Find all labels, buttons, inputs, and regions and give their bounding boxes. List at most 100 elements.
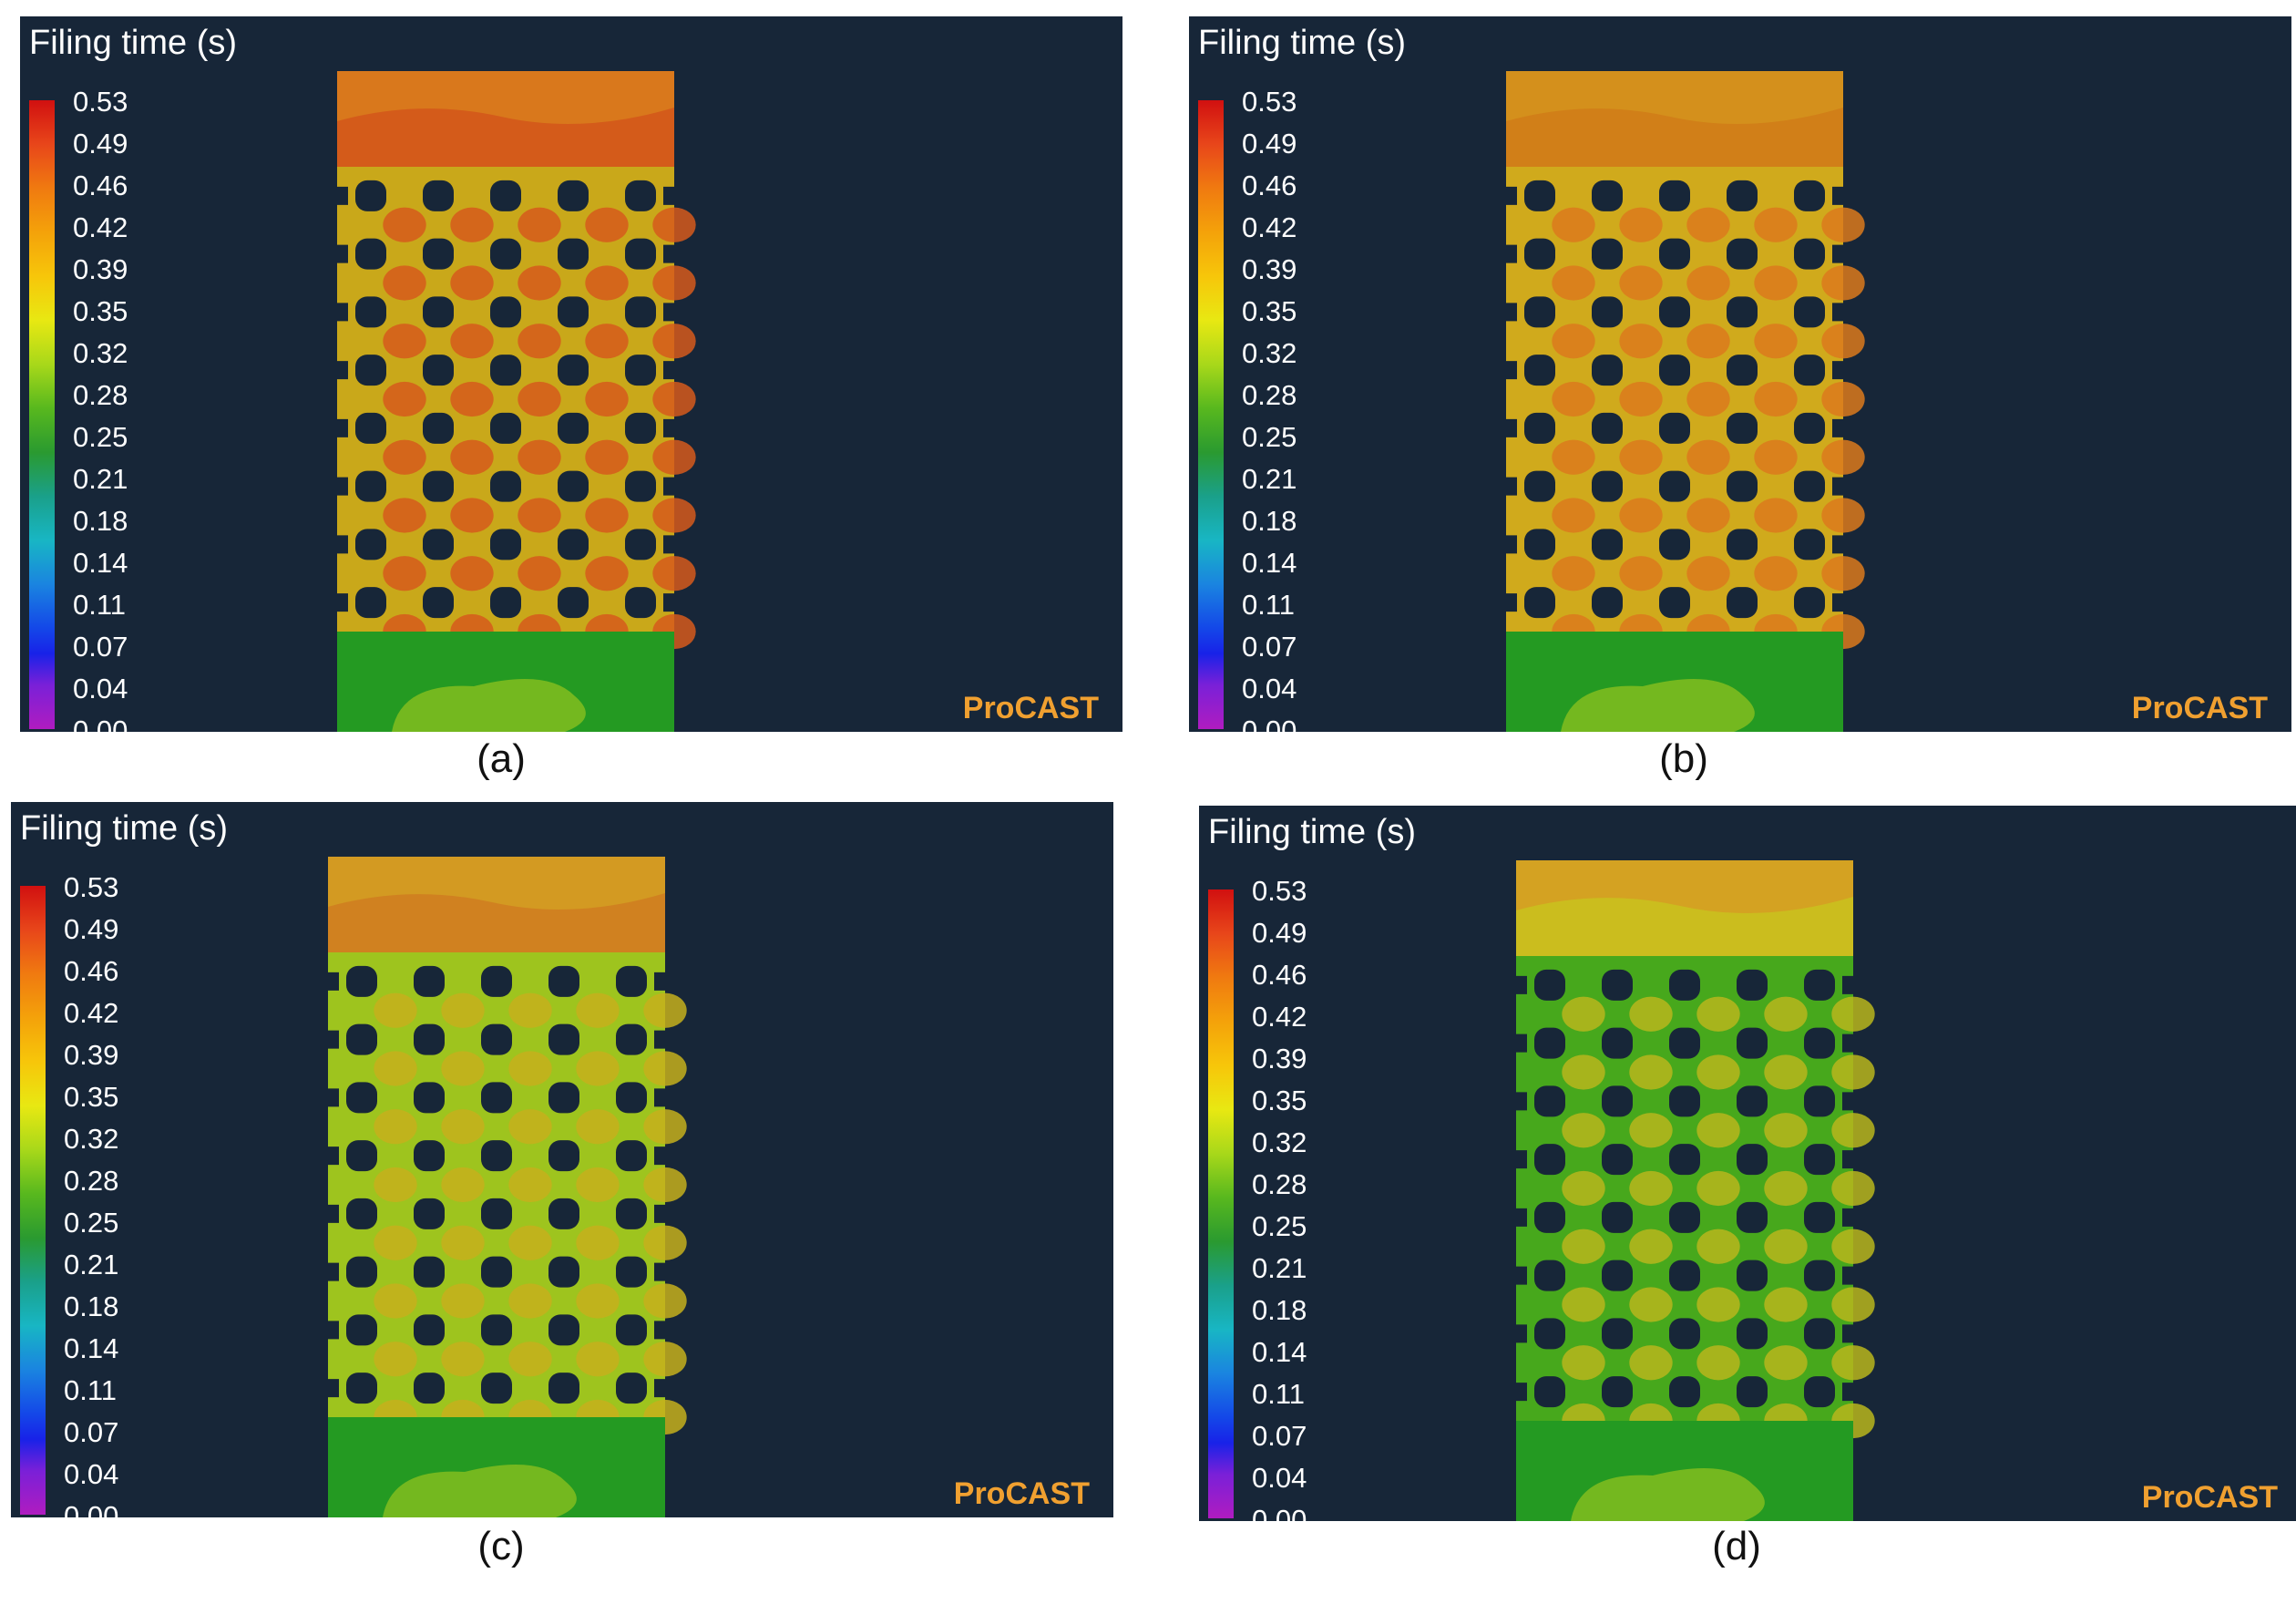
- lattice-hole: [1659, 470, 1690, 502]
- lattice-hole: [481, 1082, 512, 1114]
- lattice-node: [1831, 1054, 1875, 1090]
- legend-tick-label: 0.28: [1252, 1168, 1307, 1200]
- lattice-node: [1686, 498, 1730, 533]
- legend-tick-label: 0.07: [73, 631, 128, 663]
- lattice-hole: [1727, 296, 1758, 328]
- legend-tick-label: 0.18: [1242, 505, 1297, 537]
- lattice-hole: [481, 1256, 512, 1288]
- lattice-hole: [1534, 1260, 1565, 1291]
- legend-tick-label: 0.53: [73, 86, 128, 118]
- lattice-node: [450, 381, 494, 417]
- lattice-hole: [346, 1023, 377, 1055]
- lattice-hole: [1804, 1085, 1835, 1117]
- lattice-node: [1831, 1113, 1875, 1148]
- legend-tick-label: 0.39: [1242, 253, 1297, 285]
- lattice-node: [518, 498, 561, 533]
- color-scale-bar: [20, 886, 46, 1515]
- lattice-node: [508, 1167, 552, 1203]
- lattice-hole: [1794, 238, 1825, 270]
- lattice-node: [1619, 556, 1663, 591]
- lattice-hole: [1727, 412, 1758, 444]
- lattice-node: [1754, 381, 1798, 417]
- legend-tick-label: 0.53: [64, 871, 119, 903]
- lattice-node: [441, 1167, 485, 1203]
- lattice-node: [576, 1225, 620, 1260]
- lattice-hole: [355, 529, 386, 560]
- lattice-hole: [558, 470, 589, 502]
- lattice-node: [450, 439, 494, 475]
- lattice-node: [576, 992, 620, 1028]
- lattice-notch: [663, 244, 676, 263]
- lattice-node: [1686, 556, 1730, 591]
- lattice-hole: [1804, 969, 1835, 1001]
- lattice-node: [1754, 556, 1798, 591]
- lattice-node: [508, 1342, 552, 1377]
- lattice-node: [450, 556, 494, 591]
- lattice-node: [585, 324, 629, 359]
- lattice-node: [1696, 1345, 1740, 1381]
- lattice-node: [1619, 498, 1663, 533]
- simulation-view-b: Filing time (s) 0.53 0.49 0.46 0.42 0.39 0.35…: [1189, 16, 2291, 732]
- lattice-node: [450, 265, 494, 301]
- color-scale-bar: [1198, 100, 1224, 729]
- lattice-hole: [1737, 1201, 1768, 1233]
- lattice-notch: [326, 1146, 339, 1166]
- lattice-notch: [1514, 1383, 1527, 1402]
- lattice-hole: [355, 238, 386, 270]
- lattice-notch: [326, 1088, 339, 1107]
- legend-tick-label: 0.28: [64, 1165, 119, 1197]
- color-scale-bar: [29, 100, 55, 729]
- legend-tick-label: 0.04: [73, 673, 128, 704]
- casting-model: [1504, 71, 1865, 732]
- lattice-hole: [490, 355, 521, 386]
- legend-tick-label: 0.39: [64, 1039, 119, 1071]
- lattice-hole: [490, 529, 521, 560]
- lattice-node: [576, 1342, 620, 1377]
- lattice-notch: [1504, 593, 1517, 612]
- lattice-node: [1686, 439, 1730, 475]
- legend-tick-label: 0.49: [64, 913, 119, 945]
- lattice-node: [1629, 996, 1673, 1032]
- lattice-hole: [1524, 587, 1555, 619]
- lattice-hole: [490, 180, 521, 211]
- legend-tick-label: 0.32: [73, 337, 128, 369]
- lattice-hole: [1727, 587, 1758, 619]
- lattice-hole: [355, 355, 386, 386]
- lattice-notch: [1514, 1266, 1527, 1285]
- lattice-hole: [548, 1373, 579, 1404]
- lattice-notch: [1832, 593, 1845, 612]
- lattice-hole: [1659, 238, 1690, 270]
- lattice-hole: [1524, 470, 1555, 502]
- lattice-hole: [1794, 412, 1825, 444]
- lattice-node: [576, 1109, 620, 1145]
- lattice-hole: [558, 296, 589, 328]
- lattice-hole: [481, 1140, 512, 1172]
- lattice-notch: [1504, 535, 1517, 554]
- legend-tick-label: 0.35: [1242, 295, 1297, 327]
- lattice-notch: [1514, 1150, 1527, 1169]
- lattice-hole: [1659, 296, 1690, 328]
- lattice-hole: [355, 296, 386, 328]
- legend-tick-label: 0.00: [1252, 1504, 1307, 1521]
- lattice-hole: [1534, 1376, 1565, 1408]
- lattice-node: [1562, 1229, 1605, 1264]
- lattice-notch: [1842, 1383, 1855, 1402]
- lattice-node: [576, 1051, 620, 1086]
- lattice-node: [643, 1167, 687, 1203]
- lattice-node: [383, 381, 426, 417]
- lattice-node: [643, 1225, 687, 1260]
- lattice-hole: [1592, 355, 1623, 386]
- lattice-node: [383, 207, 426, 242]
- lattice-node: [374, 992, 417, 1028]
- lattice-node: [652, 439, 696, 475]
- top-riser-band: [1516, 897, 1853, 956]
- caption-a: (a): [477, 736, 526, 781]
- lattice-node: [1619, 265, 1663, 301]
- lattice-hole: [1592, 470, 1623, 502]
- lattice-node: [383, 324, 426, 359]
- lattice-node: [1562, 1345, 1605, 1381]
- panel-b: Filing time (s) 0.53 0.49 0.46 0.42 0.39 0.35…: [1189, 16, 2291, 736]
- lattice-node: [374, 1342, 417, 1377]
- lattice-hole: [346, 1314, 377, 1346]
- lattice-hole: [414, 965, 445, 997]
